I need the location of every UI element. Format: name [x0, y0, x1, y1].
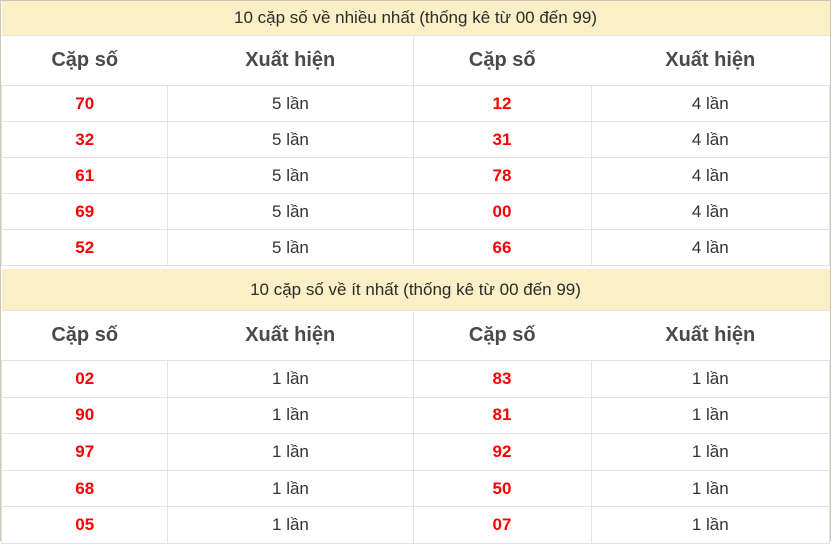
table-row: 61 5 lần 78 4 lần — [0, 157, 831, 194]
column-header-occurrence-left: Xuất hiện — [167, 35, 414, 86]
column-header-pair-left: Cặp số — [1, 310, 168, 361]
occurrence-count-cell: 1 lần — [167, 506, 414, 544]
pair-number-cell: 81 — [412, 396, 592, 435]
occurrence-count-cell: 5 lần — [167, 193, 414, 230]
table-row: 52 5 lần 66 4 lần — [0, 229, 831, 266]
column-header-occurrence-right: Xuất hiện — [591, 35, 830, 86]
occurrence-count-cell: 1 lần — [167, 469, 414, 508]
pair-number-cell: 00 — [412, 193, 592, 230]
table-row: 32 5 lần 31 4 lần — [0, 121, 831, 158]
occurrence-count-cell: 4 lần — [590, 157, 831, 194]
pair-number-cell: 69 — [0, 193, 169, 230]
column-header-pair-right: Cặp số — [413, 310, 592, 361]
most-frequent-body: 70 5 lần 12 4 lần 32 5 lần 31 4 lần 61 5 lần 78 4 l… — [0, 85, 831, 266]
occurrence-count-cell: 1 lần — [590, 396, 831, 435]
table-title-row: 10 cặp số về nhiều nhất (thống kê từ 00 … — [1, 1, 830, 36]
column-header-occurrence-right: Xuất hiện — [591, 310, 830, 361]
least-frequent-body: 02 1 lần 83 1 lần 90 1 lần 81 1 lần 97 1 lần 92 1 l… — [0, 360, 831, 544]
pair-number-cell: 68 — [0, 469, 169, 508]
occurrence-count-cell: 1 lần — [590, 360, 831, 398]
column-header-pair-left: Cặp số — [1, 35, 168, 86]
occurrence-count-cell: 5 lần — [167, 121, 414, 158]
pair-number-cell: 12 — [412, 85, 592, 122]
occurrence-count-cell: 4 lần — [590, 193, 831, 230]
pair-number-cell: 97 — [0, 433, 169, 471]
occurrence-count-cell: 5 lần — [167, 85, 414, 122]
occurrence-count-cell: 5 lần — [167, 229, 414, 266]
pair-number-cell: 32 — [0, 121, 169, 158]
most-frequent-pairs-table: 10 cặp số về nhiều nhất (thống kê từ 00 … — [0, 1, 831, 266]
pair-number-cell: 07 — [412, 506, 592, 544]
table-row: 97 1 lần 92 1 lần — [0, 433, 831, 471]
table-row: 02 1 lần 83 1 lần — [0, 360, 831, 398]
table-row: 90 1 lần 81 1 lần — [0, 396, 831, 435]
table-title-row: 10 cặp số về ít nhất (thống kê từ 00 đến… — [1, 269, 830, 311]
occurrence-count-cell: 1 lần — [167, 360, 414, 398]
table-row: 69 5 lần 00 4 lần — [0, 193, 831, 230]
occurrence-count-cell: 1 lần — [590, 433, 831, 471]
pair-number-cell: 92 — [412, 433, 592, 471]
occurrence-count-cell: 1 lần — [590, 506, 831, 544]
pair-number-cell: 78 — [412, 157, 592, 194]
pair-number-cell: 61 — [0, 157, 169, 194]
occurrence-count-cell: 4 lần — [590, 229, 831, 266]
column-header-occurrence-left: Xuất hiện — [167, 310, 414, 361]
pair-number-cell: 02 — [0, 360, 169, 398]
pair-number-cell: 83 — [412, 360, 592, 398]
occurrence-count-cell: 5 lần — [167, 157, 414, 194]
pair-number-cell: 70 — [0, 85, 169, 122]
occurrence-count-cell: 4 lần — [590, 85, 831, 122]
pair-number-cell: 31 — [412, 121, 592, 158]
column-header-row: Cặp số Xuất hiện Cặp số Xuất hiện — [1, 35, 830, 86]
pair-number-cell: 66 — [412, 229, 592, 266]
occurrence-count-cell: 1 lần — [167, 396, 414, 435]
table-row: 70 5 lần 12 4 lần — [0, 85, 831, 122]
least-frequent-pairs-table: 10 cặp số về ít nhất (thống kê từ 00 đến… — [0, 269, 831, 544]
pair-number-cell: 52 — [0, 229, 169, 266]
pair-number-cell: 90 — [0, 396, 169, 435]
pair-number-cell: 05 — [0, 506, 169, 544]
occurrence-count-cell: 4 lần — [590, 121, 831, 158]
occurrence-count-cell: 1 lần — [590, 469, 831, 508]
occurrence-count-cell: 1 lần — [167, 433, 414, 471]
column-header-row: Cặp số Xuất hiện Cặp số Xuất hiện — [1, 310, 830, 361]
table-row: 05 1 lần 07 1 lần — [0, 506, 831, 544]
column-header-pair-right: Cặp số — [413, 35, 592, 86]
most-frequent-title: 10 cặp số về nhiều nhất (thống kê từ 00 … — [1, 1, 830, 36]
least-frequent-title: 10 cặp số về ít nhất (thống kê từ 00 đến… — [1, 269, 830, 311]
pair-number-cell: 50 — [412, 469, 592, 508]
table-row: 68 1 lần 50 1 lần — [0, 469, 831, 508]
